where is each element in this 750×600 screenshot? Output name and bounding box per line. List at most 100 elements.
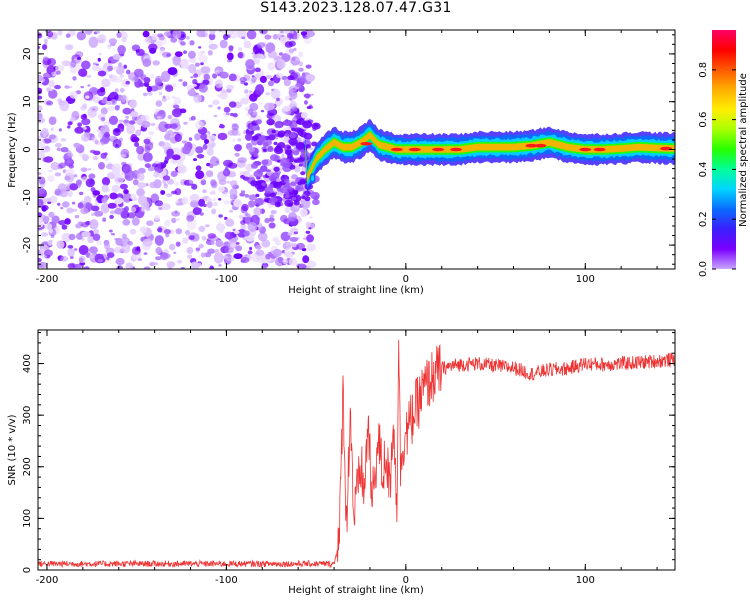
noise-speckle (182, 237, 189, 244)
noise-speckle (218, 179, 227, 186)
noise-speckle (140, 74, 147, 80)
noise-speckle (215, 223, 226, 231)
noise-speckle (91, 65, 102, 72)
noise-speckle (91, 136, 97, 143)
x-tick-label: 100 (576, 575, 595, 586)
noise-speckle (119, 183, 128, 190)
noise-speckle (92, 155, 99, 161)
noise-speckle (270, 210, 277, 215)
noise-speckle (129, 110, 139, 118)
noise-speckle (86, 74, 92, 78)
noise-speckle (281, 154, 285, 159)
noise-speckle (217, 132, 228, 141)
noise-speckle (84, 132, 91, 138)
noise-speckle (183, 50, 187, 54)
noise-speckle (136, 145, 145, 155)
noise-speckle (305, 30, 316, 38)
noise-speckle (288, 257, 297, 266)
noise-speckle (237, 47, 242, 51)
noise-speckle (250, 180, 258, 187)
noise-speckle (253, 170, 263, 178)
noise-speckle (289, 132, 297, 139)
noise-speckle (192, 78, 198, 85)
signal-hotspot (525, 143, 538, 148)
noise-speckle (54, 188, 61, 196)
noise-speckle (303, 93, 311, 99)
noise-speckle (110, 42, 116, 47)
noise-speckle (263, 198, 269, 203)
noise-speckle (109, 135, 114, 139)
noise-speckle (142, 238, 153, 247)
noise-speckle (277, 132, 285, 138)
noise-speckle (232, 228, 236, 232)
noise-speckle (101, 177, 111, 186)
noise-speckle (237, 157, 247, 164)
noise-speckle (92, 62, 97, 66)
noise-speckle (289, 72, 299, 80)
noise-speckle (66, 158, 71, 164)
noise-speckle (284, 252, 294, 258)
noise-speckle (303, 132, 313, 140)
noise-speckle (42, 215, 50, 223)
y-tick-label: 200 (22, 457, 33, 476)
noise-speckle (137, 172, 145, 181)
y-tick-label: -10 (22, 189, 33, 205)
noise-speckle (270, 154, 279, 162)
noise-speckle (291, 106, 298, 112)
noise-speckle (155, 100, 163, 107)
noise-speckle (304, 100, 308, 105)
x-tick-label: -200 (36, 575, 59, 586)
noise-speckle-layer (38, 30, 321, 269)
noise-speckle (302, 255, 310, 264)
colorbar-tick-label: 0.8 (698, 62, 709, 78)
noise-speckle (211, 190, 216, 193)
noise-speckle (256, 42, 266, 48)
noise-speckle (175, 241, 181, 247)
noise-speckle (82, 136, 89, 141)
noise-speckle (293, 231, 298, 235)
noise-speckle (171, 217, 177, 224)
noise-speckle (47, 201, 52, 204)
noise-speckle (96, 239, 102, 246)
noise-speckle (254, 53, 265, 60)
noise-speckle (198, 83, 208, 93)
noise-speckle (165, 193, 173, 198)
noise-speckle (189, 178, 194, 184)
noise-speckle (100, 142, 105, 146)
noise-speckle (119, 87, 125, 93)
noise-speckle (51, 215, 60, 224)
noise-speckle (162, 175, 171, 181)
noise-speckle (246, 30, 257, 40)
noise-speckle (174, 188, 182, 196)
figure-title: S143.2023.128.07.47.G31 (260, 0, 452, 16)
noise-speckle (293, 200, 300, 206)
colorbar-tick-label: 0.6 (698, 112, 709, 128)
noise-speckle (38, 218, 43, 227)
noise-speckle (122, 107, 132, 115)
noise-speckle (55, 70, 61, 75)
noise-speckle (123, 189, 129, 195)
noise-speckle (134, 142, 140, 147)
noise-speckle (177, 153, 186, 162)
y-tick-label: 400 (22, 354, 33, 373)
noise-speckle (38, 138, 46, 149)
noise-speckle (207, 248, 216, 254)
noise-speckle (201, 236, 207, 241)
noise-speckle (163, 183, 169, 189)
noise-speckle (109, 214, 114, 219)
noise-speckle (284, 133, 290, 137)
noise-speckle (137, 258, 142, 261)
noise-speckle (264, 34, 272, 40)
noise-speckle (38, 95, 43, 100)
spectrogram-y-axis-label: Frequency (Hz) (7, 112, 18, 188)
noise-speckle (169, 243, 176, 251)
noise-speckle (143, 92, 148, 97)
noise-speckle (264, 186, 274, 194)
noise-speckle (118, 62, 123, 68)
noise-speckle (268, 222, 276, 229)
noise-speckle (139, 82, 145, 87)
noise-speckle (297, 157, 304, 163)
noise-speckle (240, 174, 245, 179)
noise-speckle (50, 161, 60, 171)
